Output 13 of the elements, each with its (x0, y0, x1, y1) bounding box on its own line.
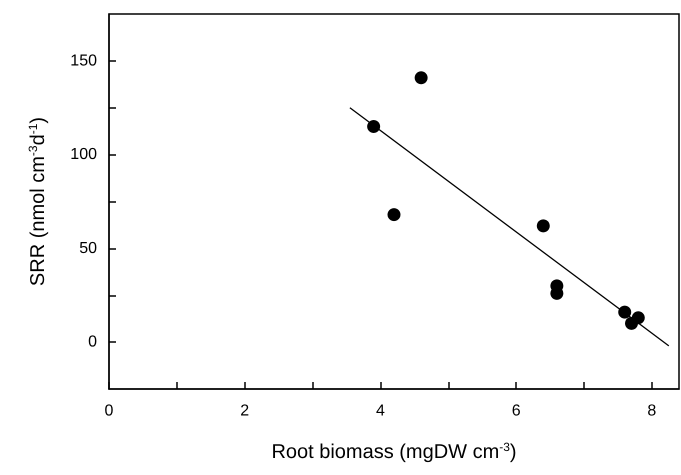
x-tick-label: 4 (376, 402, 385, 420)
y-tick-label: 0 (88, 334, 98, 351)
point (414, 71, 428, 84)
point (536, 219, 550, 232)
x-tick-label: 2 (240, 402, 250, 420)
y-axis-title: SRR (nmol cm-3d-1) (26, 116, 49, 286)
x-tick-label: 8 (647, 402, 656, 420)
x-tick-label: 6 (512, 402, 521, 420)
y-tick-label: 50 (79, 240, 98, 257)
y-tick-label: 100 (70, 146, 98, 164)
x-tick-label: 0 (104, 402, 114, 420)
y-tick-label: 150 (70, 52, 98, 70)
point (388, 208, 400, 222)
